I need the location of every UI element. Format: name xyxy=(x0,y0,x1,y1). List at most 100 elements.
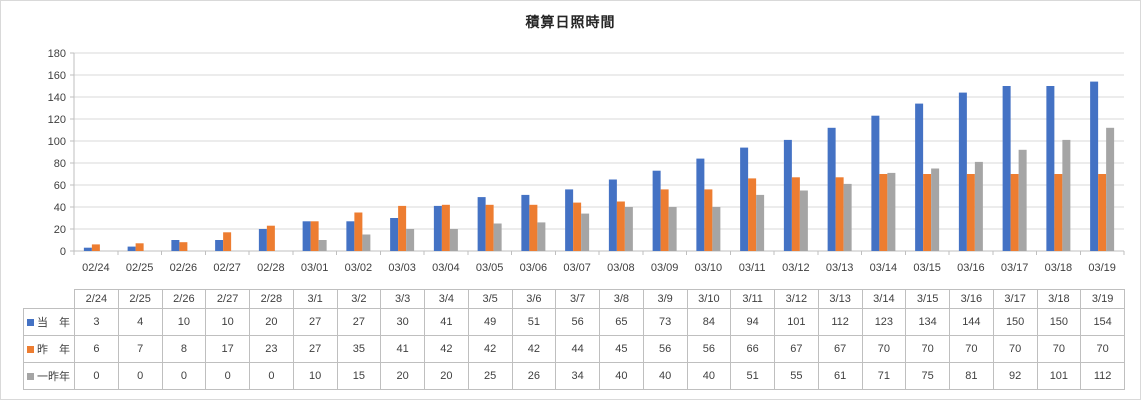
x-axis-label: 03/17 xyxy=(1001,262,1029,274)
table-header-cell: 3/18 xyxy=(1036,289,1082,309)
table-value-cell: 67 xyxy=(774,335,819,363)
x-axis-label: 02/28 xyxy=(257,262,285,274)
x-axis-label: 02/25 xyxy=(126,262,154,274)
bar xyxy=(390,218,399,251)
y-axis-label: 120 xyxy=(48,114,66,126)
table-header-cell: 3/7 xyxy=(555,289,600,309)
table-value-cell: 73 xyxy=(642,308,688,336)
bar xyxy=(433,205,442,251)
x-axis-label: 03/03 xyxy=(388,262,416,274)
table-row: 昨 年 6 7 8 17 23 27 35 41 42 42 42 44 45 56 56 66 67 67 70 70… xyxy=(23,335,1125,363)
bar xyxy=(573,202,582,251)
bar xyxy=(915,103,924,251)
table-value-cell: 10 xyxy=(161,308,207,336)
y-axis-label: 60 xyxy=(54,180,66,192)
bar xyxy=(608,179,617,251)
table-value-cell: 51 xyxy=(730,362,775,390)
bar xyxy=(302,221,311,251)
bar xyxy=(565,189,574,251)
table-value-cell: 41 xyxy=(380,335,425,363)
table-value-cell: 15 xyxy=(336,362,382,390)
table-value-cell: 6 xyxy=(74,335,119,363)
table-header-cell: 3/11 xyxy=(730,289,775,309)
bar xyxy=(83,247,92,251)
table-row: 一昨年 0 0 0 0 0 10 15 20 20 25 26 34 40 40 40 51 55 61 71 75 81… xyxy=(23,362,1125,390)
bar xyxy=(616,201,625,251)
bar xyxy=(362,234,371,251)
bar xyxy=(318,240,327,251)
y-axis-label: 100 xyxy=(48,136,66,148)
table-value-cell: 101 xyxy=(1036,362,1082,390)
y-axis-label: 40 xyxy=(54,202,66,214)
table-header-cell: 2/27 xyxy=(205,289,250,309)
table-header-cell: 3/1 xyxy=(292,289,338,309)
table-value-cell: 144 xyxy=(949,308,994,336)
table-value-cell: 56 xyxy=(642,335,688,363)
table-header-cell: 3/13 xyxy=(817,289,863,309)
table-value-cell: 0 xyxy=(249,362,294,390)
table-header-cell: 3/17 xyxy=(992,289,1038,309)
x-axis-label: 03/14 xyxy=(870,262,898,274)
bar xyxy=(696,158,705,251)
table-value-cell: 40 xyxy=(686,362,732,390)
bar xyxy=(1062,139,1071,251)
bar xyxy=(652,170,661,251)
table-value-cell: 84 xyxy=(686,308,732,336)
table-header-cell: 3/9 xyxy=(642,289,688,309)
table-value-cell: 112 xyxy=(1080,362,1125,390)
bar xyxy=(135,243,144,251)
table-value-cell: 55 xyxy=(774,362,819,390)
table-value-cell: 0 xyxy=(117,362,163,390)
x-axis-label: 03/10 xyxy=(695,262,723,274)
table-value-cell: 134 xyxy=(905,308,950,336)
bar xyxy=(581,213,590,251)
y-axis-label: 180 xyxy=(48,48,66,60)
table-header-cell: 3/16 xyxy=(949,289,994,309)
table-value-cell: 40 xyxy=(599,362,644,390)
table-value-cell: 25 xyxy=(467,362,513,390)
table-value-cell: 42 xyxy=(467,335,513,363)
series-name: 当 年 xyxy=(37,317,70,329)
bar xyxy=(756,194,765,251)
bar xyxy=(1046,86,1055,251)
bar xyxy=(449,229,458,251)
table-value-cell: 71 xyxy=(861,362,907,390)
table-header-cell: 3/14 xyxy=(861,289,907,309)
bar xyxy=(1090,81,1099,251)
bar xyxy=(1106,127,1115,251)
table-header-cell: 3/2 xyxy=(336,289,382,309)
table-value-cell: 123 xyxy=(861,308,907,336)
table-value-cell: 3 xyxy=(74,308,119,336)
legend-swatch-icon xyxy=(27,319,34,326)
x-axis-label: 02/24 xyxy=(82,262,110,274)
table-value-cell: 66 xyxy=(730,335,775,363)
table-header-row: 2/24 2/25 2/26 2/27 2/28 3/1 3/2 3/3 3/4 3/5 3/6 3/… xyxy=(23,289,1125,309)
x-axis-label: 03/02 xyxy=(345,262,373,274)
table-header-cell: 2/24 xyxy=(74,289,119,309)
table-value-cell: 70 xyxy=(1080,335,1125,363)
table-value-cell: 67 xyxy=(817,335,863,363)
bar xyxy=(529,204,538,251)
table-header-cell: 3/8 xyxy=(599,289,644,309)
bar xyxy=(668,207,677,251)
table-value-cell: 45 xyxy=(599,335,644,363)
table-value-cell: 10 xyxy=(205,308,250,336)
table-value-cell: 10 xyxy=(292,362,338,390)
table-corner-cell xyxy=(23,289,75,309)
table-value-cell: 56 xyxy=(555,308,600,336)
x-axis-label: 03/08 xyxy=(607,262,635,274)
table-value-cell: 70 xyxy=(905,335,950,363)
x-axis-label: 03/12 xyxy=(782,262,810,274)
table-value-cell: 154 xyxy=(1080,308,1125,336)
bar xyxy=(966,174,975,251)
table-header-cell: 2/28 xyxy=(249,289,294,309)
bar xyxy=(354,212,363,251)
bar-chart-plot: 0 20 40 60 80 100 120 140 160 180 02/24 02/25 02/26 0… xyxy=(48,48,1125,274)
table-value-cell: 20 xyxy=(424,362,469,390)
x-axis-label: 03/06 xyxy=(520,262,548,274)
table-value-cell: 8 xyxy=(161,335,207,363)
bar xyxy=(923,174,932,251)
table-value-cell: 65 xyxy=(599,308,644,336)
bar xyxy=(223,232,232,251)
bar xyxy=(537,222,546,251)
